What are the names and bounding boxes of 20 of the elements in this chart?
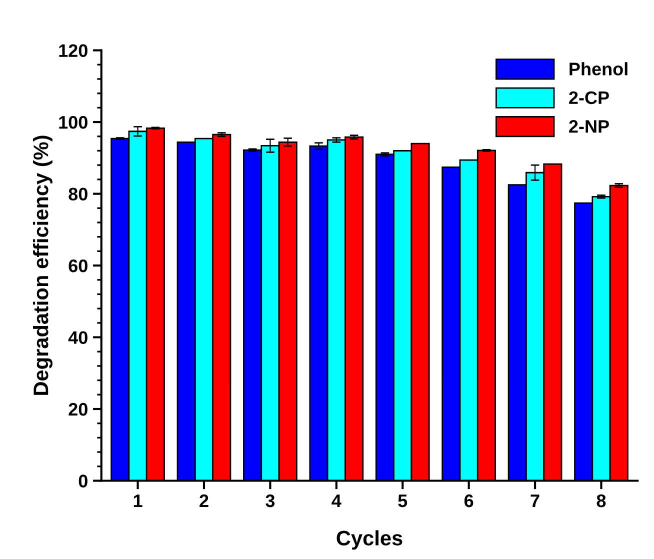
legend-label: 2-NP [569,120,609,133]
y-tick-label: 80 [68,188,88,201]
x-tick-label: 2 [200,494,208,508]
legend-label: 2-CP [569,91,609,104]
y-tick-label: 120 [59,44,88,58]
x-tick-label: 3 [266,494,275,508]
x-axis-title: Cycles [336,530,402,550]
x-tick-label: 1 [134,494,142,508]
y-tick-label: 60 [68,259,88,272]
x-tick-label: 8 [596,494,606,508]
x-tick-label: 7 [530,494,540,508]
y-tick-label: 20 [68,402,88,416]
y-axis-title: Degradation efficiency (%) [32,136,52,395]
y-tick-label: 40 [68,331,88,344]
x-tick-label: 6 [464,494,474,508]
x-tick-label: 4 [332,494,342,508]
y-tick-label: 100 [59,116,88,129]
legend-label: Phenol [570,62,628,76]
y-tick-label: 0 [78,474,88,488]
x-tick-label: 5 [398,494,408,508]
